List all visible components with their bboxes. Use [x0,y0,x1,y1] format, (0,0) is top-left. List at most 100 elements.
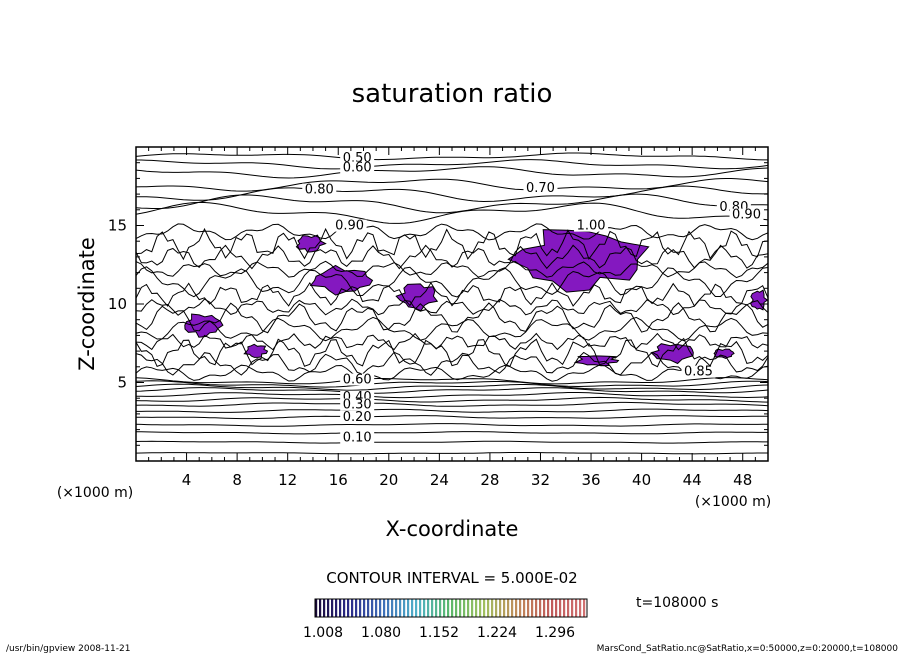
contour-label-bg [340,373,375,386]
contour-label: 1.00 [577,219,606,234]
x-tick-label: 40 [632,471,651,489]
colorbar-tick-labels: 1.008 1.080 1.152 1.224 1.296 [303,625,575,641]
x-tick-label: 20 [379,471,398,489]
contour-line-mid [136,351,768,376]
colorbar-stripe [523,599,526,617]
colorbar-stripe [551,599,554,617]
colorbar-stripe [503,599,506,617]
contour-line-lower [136,423,768,427]
colorbar-stripe [535,599,538,617]
contour-label-bg [340,398,375,411]
colorbar-stripe [455,599,458,617]
contour-line-lower [136,452,768,455]
colorbar-stripe [427,599,430,617]
colorbar-stripe [371,599,374,617]
x-tick-label: 16 [329,471,348,489]
colorbar-tick-label: 1.008 [303,625,343,641]
colorbar-stripe [323,599,326,617]
shaded-region [507,229,650,293]
colorbar-stripe [335,599,338,617]
contour-line-lower [136,387,768,394]
colorbar-stripe [555,599,558,617]
contour-line-lower [136,431,768,435]
shaded-region [309,264,374,296]
contour-interval-label: CONTOUR INTERVAL = 5.000E-02 [326,569,577,587]
colorbar-stripe [447,599,450,617]
colorbar-stripe [363,599,366,617]
contour-line-mid [136,337,768,368]
x-tick-label: 8 [232,471,242,489]
shaded-region [243,343,269,358]
contour-label: 0.20 [343,410,372,425]
contour-line-mid [136,332,768,351]
contour-label-bg [523,181,558,194]
x-tick-label: 44 [683,471,702,489]
x-axis-label: X-coordinate [386,517,519,541]
colorbar-stripe [531,599,534,617]
contour-line-upper [136,159,768,170]
contour-line-lower [136,408,768,413]
contour-line-mid [136,281,768,307]
contour-label: 0.30 [343,398,372,413]
colorbar-stripe [423,599,426,617]
x-tick-label: 48 [733,471,752,489]
shaded-region [750,289,768,311]
contour-label-bg [681,365,716,378]
y-tick-label: 5 [117,374,127,392]
plot-area [136,152,768,455]
contour-line-lower [136,440,768,444]
colorbar-stripe [431,599,434,617]
contour-label: 0.90 [335,219,364,234]
contour-label: 0.10 [343,431,372,446]
contour-line-upper [136,201,768,224]
contour-label: 0.80 [305,183,334,198]
colorbar-stripe [351,599,354,617]
contour-line-mid [136,223,768,241]
x-axis-ticks: 4 8 12 16 20 24 28 32 36 40 44 48 [148,147,756,489]
colorbar-stripe [567,599,570,617]
colorbar-stripe [383,599,386,617]
contour-line-lower [136,392,768,399]
colorbar-stripe [331,599,334,617]
contour-line-upper [136,193,768,214]
colorbar-stripe [507,599,510,617]
y-axis-ticks: 5 10 15 [108,162,768,446]
contour-line-upper [136,178,768,192]
colorbar-stripe [355,599,358,617]
colorbar-stripe [395,599,398,617]
colorbar-stripe [439,599,442,617]
contour-line-lower [136,383,768,391]
colorbar-stripe [419,599,422,617]
colorbar-stripe [359,599,362,617]
colorbar-stripe [491,599,494,617]
x-tick-label: 28 [480,471,499,489]
colorbar-stripe [559,599,562,617]
colorbar-stripe [407,599,410,617]
time-label: t=108000 s [636,595,718,611]
colorbar-stripe [519,599,522,617]
x-tick-label: 24 [430,471,449,489]
contour-label-bg [340,161,375,174]
colorbar-stripe [563,599,566,617]
contour-line-mid [136,260,768,279]
footer-left-info: /usr/bin/gpview 2008-11-21 [6,644,130,654]
contour-line-upper [136,166,768,179]
colorbar-stripe [347,599,350,617]
y-axis-label: Z-coordinate [75,237,99,371]
chart-title: saturation ratio [352,79,553,109]
y-tick-label: 15 [108,217,127,235]
footer-right-info: MarsCond_SatRatio.nc@SatRatio,x=0:50000,… [597,644,899,654]
colorbar-stripe [391,599,394,617]
colorbar-stripe [495,599,498,617]
colorbar-stripe [375,599,378,617]
contour-line-lower [136,380,768,388]
colorbar-stripe [467,599,470,617]
contour-label-bg [340,411,375,424]
contour-line-lower [136,377,768,385]
contour-line-mid [136,364,768,382]
colorbar-stripe [451,599,454,617]
colorbar-stripe [575,599,578,617]
colorbar-tick-label: 1.152 [419,625,459,641]
colorbar-stripe [471,599,474,617]
y-unit-label: (×1000 m) [57,485,133,501]
